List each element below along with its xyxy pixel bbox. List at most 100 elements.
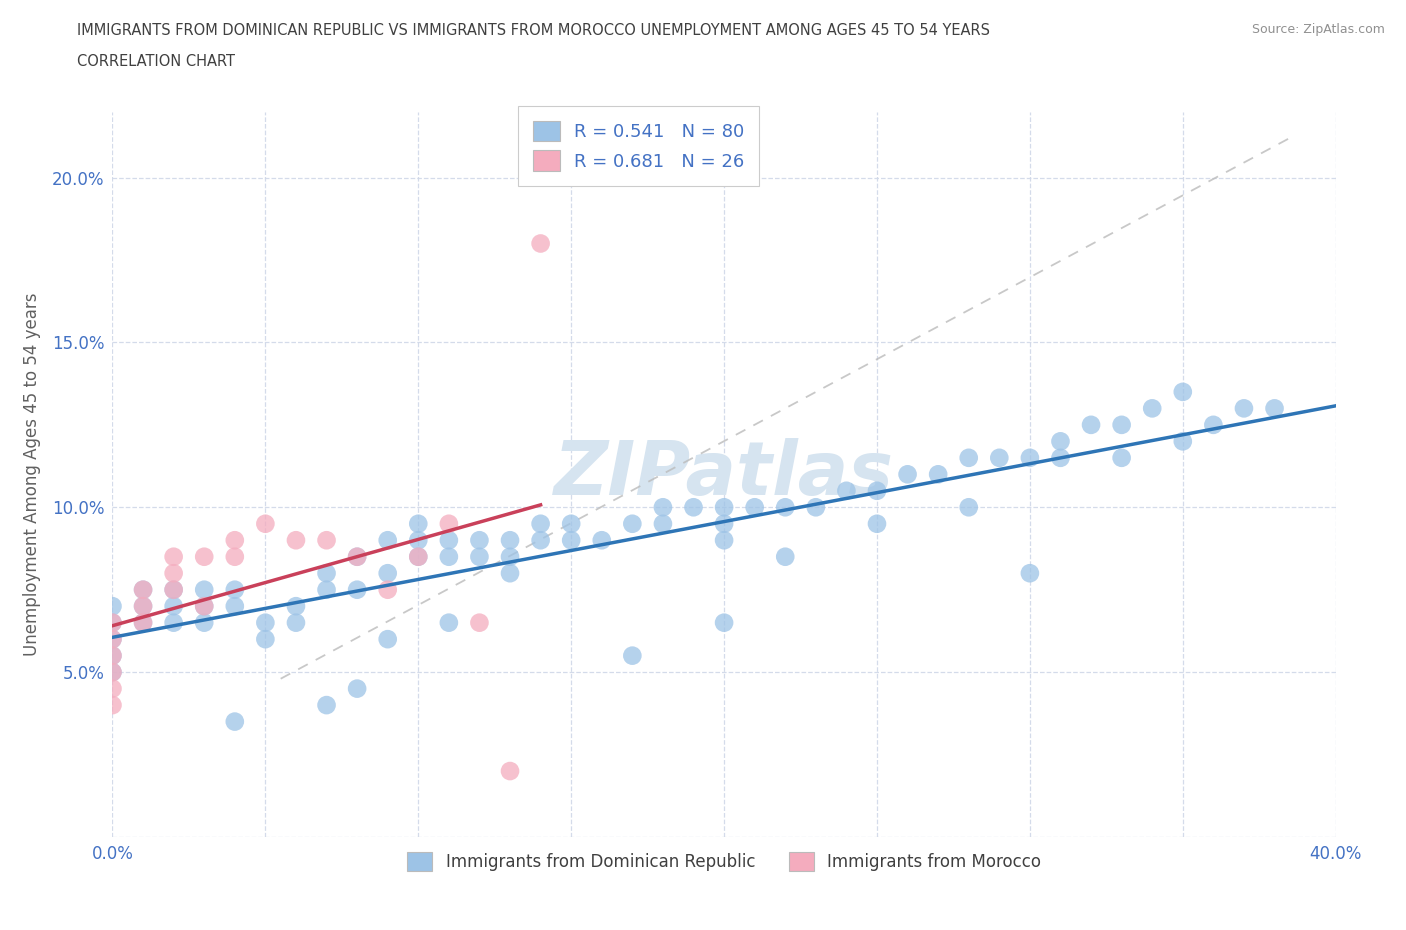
- Point: [377, 533, 399, 548]
- Point: [499, 533, 522, 548]
- Point: [652, 516, 675, 531]
- Point: [1018, 565, 1040, 580]
- Legend: Immigrants from Dominican Republic, Immigrants from Morocco: Immigrants from Dominican Republic, Immi…: [399, 844, 1049, 880]
- Point: [866, 484, 889, 498]
- Point: [346, 582, 368, 597]
- Point: [101, 665, 124, 680]
- Point: [437, 616, 460, 631]
- Point: [682, 499, 704, 514]
- Point: [437, 533, 460, 548]
- Point: [284, 616, 308, 631]
- Point: [193, 599, 215, 614]
- Point: [530, 236, 553, 251]
- Point: [163, 599, 186, 614]
- Point: [408, 533, 430, 548]
- Point: [988, 450, 1011, 465]
- Point: [163, 550, 186, 565]
- Point: [1202, 418, 1225, 432]
- Point: [591, 533, 613, 548]
- Point: [1142, 401, 1164, 416]
- Point: [224, 599, 246, 614]
- Point: [377, 631, 399, 646]
- Point: [284, 599, 308, 614]
- Point: [1049, 450, 1071, 465]
- Text: IMMIGRANTS FROM DOMINICAN REPUBLIC VS IMMIGRANTS FROM MOROCCO UNEMPLOYMENT AMONG: IMMIGRANTS FROM DOMINICAN REPUBLIC VS IM…: [77, 23, 990, 38]
- Point: [132, 582, 155, 597]
- Point: [560, 533, 582, 548]
- Point: [560, 516, 582, 531]
- Point: [468, 533, 491, 548]
- Point: [224, 533, 246, 548]
- Point: [346, 681, 368, 696]
- Point: [163, 582, 186, 597]
- Point: [1264, 401, 1286, 416]
- Point: [224, 550, 246, 565]
- Point: [101, 599, 124, 614]
- Point: [713, 516, 735, 531]
- Point: [163, 565, 186, 580]
- Point: [621, 648, 644, 663]
- Point: [132, 582, 155, 597]
- Point: [1111, 450, 1133, 465]
- Point: [1018, 450, 1040, 465]
- Text: CORRELATION CHART: CORRELATION CHART: [77, 54, 235, 69]
- Point: [346, 550, 368, 565]
- Point: [193, 616, 215, 631]
- Point: [101, 631, 124, 646]
- Point: [163, 582, 186, 597]
- Point: [132, 616, 155, 631]
- Point: [1171, 434, 1194, 449]
- Point: [1049, 434, 1071, 449]
- Point: [377, 565, 399, 580]
- Point: [499, 764, 522, 778]
- Point: [315, 565, 337, 580]
- Point: [652, 499, 675, 514]
- Point: [193, 599, 215, 614]
- Point: [957, 499, 980, 514]
- Point: [621, 516, 644, 531]
- Point: [744, 499, 766, 514]
- Point: [408, 550, 430, 565]
- Point: [713, 499, 735, 514]
- Point: [437, 550, 460, 565]
- Point: [315, 582, 337, 597]
- Point: [284, 533, 308, 548]
- Text: ZIPatlas: ZIPatlas: [554, 438, 894, 511]
- Point: [804, 499, 827, 514]
- Point: [132, 599, 155, 614]
- Point: [713, 533, 735, 548]
- Text: Source: ZipAtlas.com: Source: ZipAtlas.com: [1251, 23, 1385, 36]
- Point: [101, 616, 124, 631]
- Point: [101, 648, 124, 663]
- Point: [193, 550, 215, 565]
- Point: [163, 616, 186, 631]
- Point: [499, 565, 522, 580]
- Point: [101, 698, 124, 712]
- Point: [835, 484, 858, 498]
- Point: [775, 550, 797, 565]
- Point: [254, 516, 277, 531]
- Point: [1080, 418, 1102, 432]
- Point: [132, 599, 155, 614]
- Point: [499, 550, 522, 565]
- Point: [713, 616, 735, 631]
- Point: [377, 582, 399, 597]
- Point: [346, 550, 368, 565]
- Point: [775, 499, 797, 514]
- Point: [866, 516, 889, 531]
- Point: [1171, 384, 1194, 399]
- Point: [132, 616, 155, 631]
- Point: [437, 516, 460, 531]
- Y-axis label: Unemployment Among Ages 45 to 54 years: Unemployment Among Ages 45 to 54 years: [22, 293, 41, 656]
- Point: [927, 467, 949, 482]
- Point: [957, 450, 980, 465]
- Point: [101, 616, 124, 631]
- Point: [1233, 401, 1256, 416]
- Point: [224, 714, 246, 729]
- Point: [101, 681, 124, 696]
- Point: [224, 582, 246, 597]
- Point: [315, 698, 337, 712]
- Point: [101, 631, 124, 646]
- Point: [408, 550, 430, 565]
- Point: [468, 616, 491, 631]
